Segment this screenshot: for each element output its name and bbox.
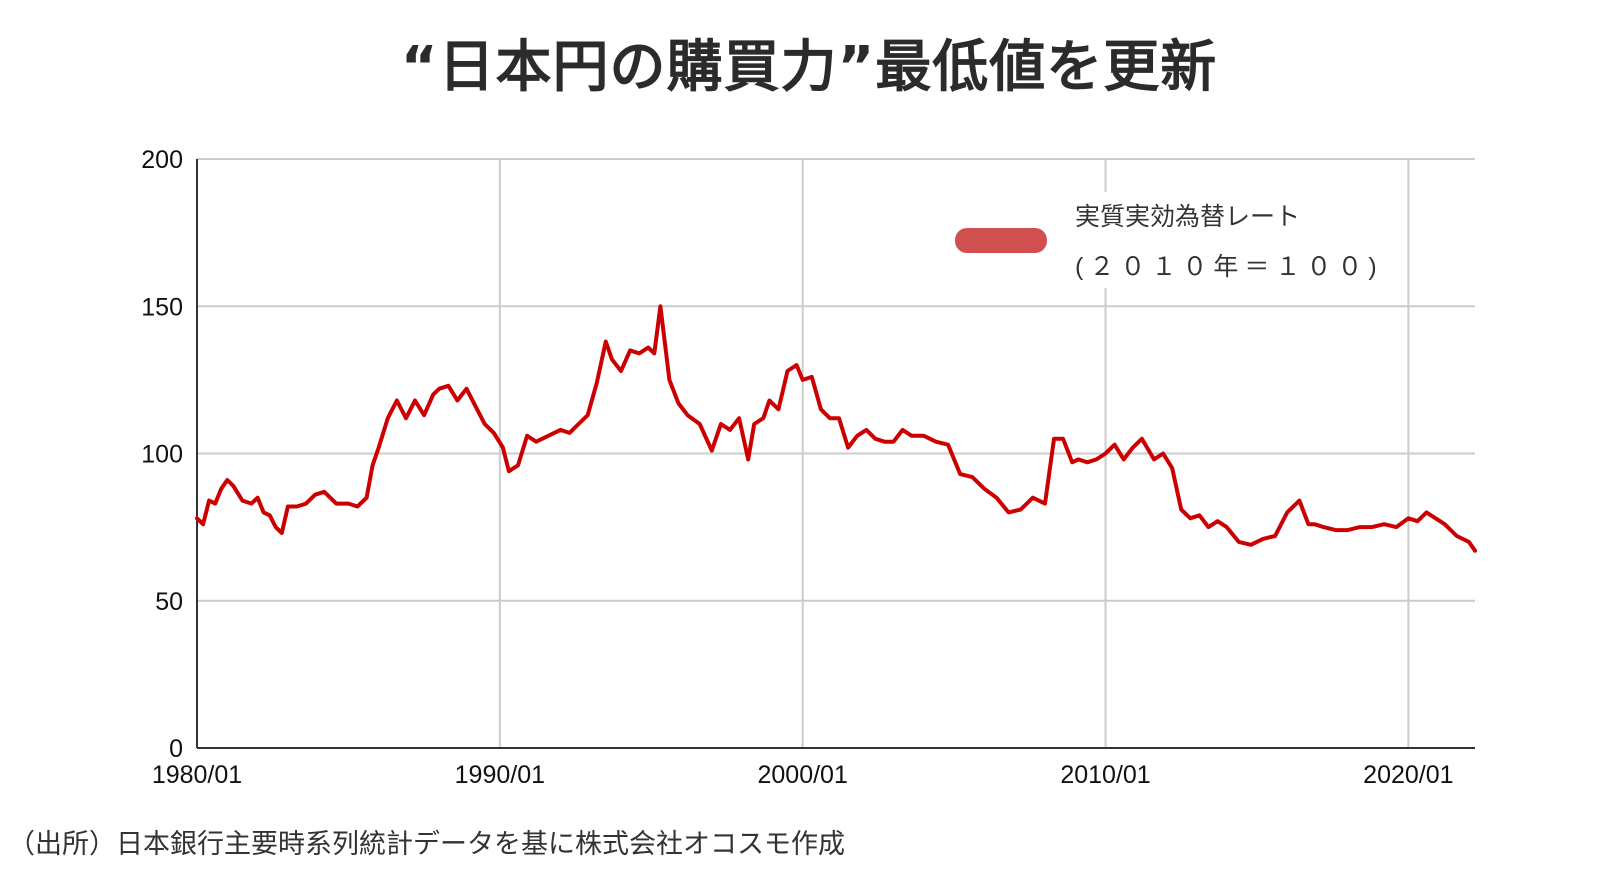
legend: 実質実効為替レート (２０１０年＝１００) bbox=[940, 192, 1383, 288]
legend-label-sub: (２０１０年＝１００) bbox=[1075, 253, 1383, 281]
y-tick-label: 100 bbox=[141, 441, 183, 469]
grid bbox=[197, 158, 1475, 748]
source-note: （出所）日本銀行主要時系列統計データを基に株式会社オコスモ作成 bbox=[8, 829, 845, 860]
chart: 0 50 100 150 200 1980/01 1990/01 2000/01 2010/0… bbox=[141, 146, 1477, 789]
legend-label: 実質実効為替レート bbox=[1075, 203, 1300, 231]
y-tick-label: 50 bbox=[155, 588, 183, 616]
x-tick-label: 1990/01 bbox=[455, 761, 545, 789]
page-title: “日本円の購買力”最低値を更新 bbox=[400, 35, 1218, 100]
x-tick-label: 2010/01 bbox=[1060, 761, 1150, 789]
y-axis: 0 50 100 150 200 bbox=[141, 146, 183, 763]
y-tick-label: 0 bbox=[169, 735, 183, 763]
x-tick-label: 2000/01 bbox=[757, 761, 847, 789]
y-tick-label: 200 bbox=[141, 146, 183, 174]
legend-swatch bbox=[955, 228, 1047, 253]
x-tick-label: 2020/01 bbox=[1363, 761, 1453, 789]
series-line bbox=[195, 304, 1477, 553]
x-tick-label: 1980/01 bbox=[152, 761, 242, 789]
axes bbox=[196, 159, 1475, 749]
x-axis: 1980/01 1990/01 2000/01 2010/01 2020/01 bbox=[152, 761, 1454, 789]
y-tick-label: 150 bbox=[141, 293, 183, 321]
series-group bbox=[195, 304, 1477, 553]
